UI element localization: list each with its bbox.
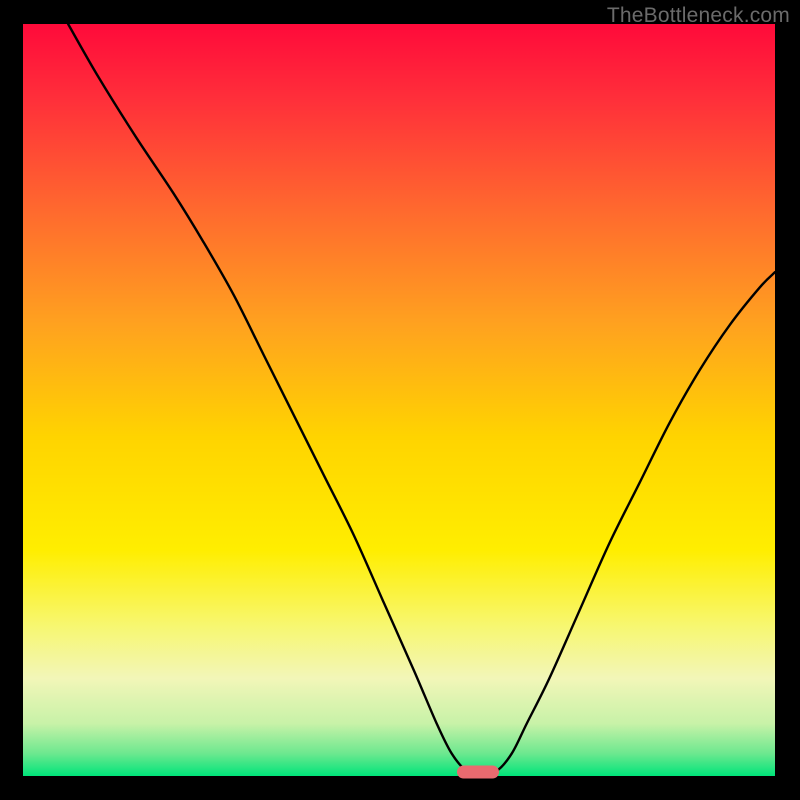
plot-area [23, 24, 775, 776]
bottleneck-marker [457, 766, 499, 779]
watermark-text: TheBottleneck.com [607, 4, 790, 28]
chart-stage: TheBottleneck.com [0, 0, 800, 800]
bottleneck-curve [23, 24, 775, 776]
